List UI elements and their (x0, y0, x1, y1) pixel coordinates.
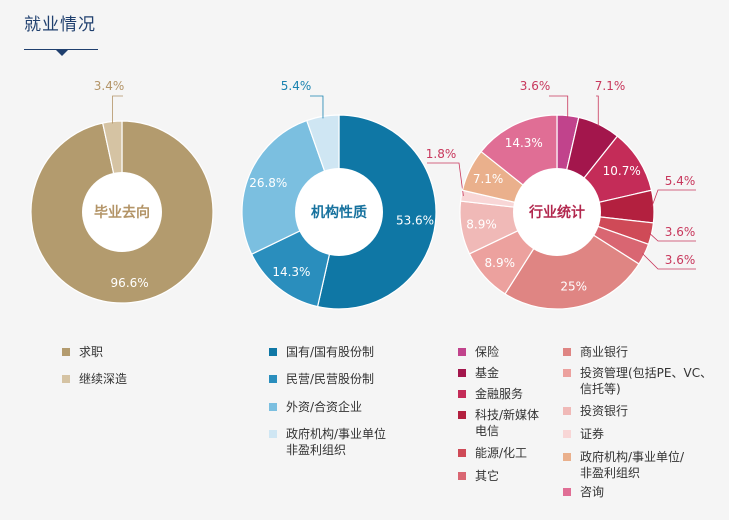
legend-swatch (269, 375, 277, 383)
leader-line (112, 95, 123, 124)
legend-item: 咨询 (563, 484, 604, 500)
legend-item: 求职 (62, 344, 103, 360)
legend-label: 外资/合资企业 (286, 400, 363, 414)
legend-swatch (563, 488, 571, 496)
legend-label: 保险 (475, 345, 500, 359)
legend-swatch (62, 375, 70, 383)
legend-item: 商业银行 (563, 344, 628, 360)
slice-label: 96.6% (111, 276, 149, 290)
slice-label: 5.4% (281, 79, 312, 93)
caret-down-icon (56, 50, 68, 56)
legend-swatch (458, 411, 466, 419)
legend-swatch (458, 369, 466, 377)
slice-label: 5.4% (665, 174, 696, 188)
legend-label: 咨询 (580, 485, 605, 499)
donut-chart-3: 3.6% 7.1% 10.7% 5.4% 3.6% 3.6% 25% 8.9% 8.9% 1.8%… (426, 79, 696, 310)
title-underline (24, 49, 98, 50)
slice-label: 8.9% (466, 218, 497, 232)
slice-label: 3.6% (520, 79, 551, 93)
legend-item: 继续深造 (62, 371, 127, 387)
legend-item: 基金 (458, 365, 499, 381)
legend-item: 外资/合资企业 (269, 399, 362, 415)
slice-label: 10.7% (603, 164, 641, 178)
legend-swatch (563, 453, 571, 461)
slice-label: 1.8% (426, 147, 457, 161)
leader-line (549, 95, 569, 118)
legend-item: 保险 (458, 344, 499, 360)
legend-swatch (62, 348, 70, 356)
legend-label: 求职 (79, 345, 104, 359)
leader-line (596, 95, 599, 127)
legend-label: 其它 (475, 469, 500, 483)
legend-label: 投资管理(包括PE、VC、 信托等) (580, 366, 713, 396)
legend-label: 政府机构/事业单位 非盈利组织 (286, 427, 387, 457)
legend-label: 证券 (580, 427, 605, 441)
legend-item: 金融服务 (458, 386, 523, 402)
legend-label: 民营/民营股份制 (286, 372, 375, 386)
legend-swatch (563, 348, 571, 356)
legend-item: 投资管理(包括PE、VC、 信托等) (563, 365, 712, 397)
legend-label: 政府机构/事业单位/非盈利组织 (580, 450, 685, 480)
center-label: 毕业去向 (94, 204, 150, 221)
legend-label: 基金 (475, 366, 500, 380)
donut-hole (82, 172, 162, 252)
legend-swatch (269, 430, 277, 438)
legend-item: 能源/化工 (458, 445, 527, 461)
slice-label: 7.1% (595, 79, 626, 93)
slice-label: 25% (560, 280, 587, 294)
legend-swatch (563, 430, 571, 438)
legend-label: 投资银行 (580, 404, 629, 418)
leader-line (427, 162, 464, 197)
donut-chart-2: 53.6% 14.3% 26.8% 5.4% 机构性质 (241, 79, 437, 310)
slice-label: 14.3% (272, 265, 310, 279)
leader-line (651, 189, 696, 207)
legend-item: 其它 (458, 468, 499, 484)
legend-item: 政府机构/事业单位 非盈利组织 (269, 426, 386, 458)
legend-label: 国有/国有股份制 (286, 345, 375, 359)
legend-label: 金融服务 (475, 387, 524, 401)
legend-item: 证券 (563, 426, 604, 442)
legend-swatch (458, 472, 466, 480)
slice-label: 14.3% (505, 136, 543, 150)
legend-item: 科技/新媒体 电信 (458, 407, 539, 439)
legend-item: 国有/国有股份制 (269, 344, 374, 360)
legend-item: 政府机构/事业单位/非盈利组织 (563, 449, 684, 481)
legend-label: 能源/化工 (475, 446, 528, 460)
legend-swatch (458, 390, 466, 398)
legend-label: 继续深造 (79, 372, 128, 386)
legend-label: 科技/新媒体 电信 (475, 408, 540, 438)
legend-swatch (458, 348, 466, 356)
leader-line (642, 253, 696, 270)
slice-label: 8.9% (485, 256, 516, 270)
leader-line (649, 233, 696, 242)
center-label: 行业统计 (528, 204, 585, 221)
legend-label: 商业银行 (580, 345, 629, 359)
donut-hole (295, 168, 383, 256)
slice-label: 3.6% (665, 225, 696, 239)
legend-swatch (458, 449, 466, 457)
slice-label: 26.8% (249, 176, 287, 190)
donut-hole (513, 168, 601, 256)
legend-swatch (563, 407, 571, 415)
slice-label: 7.1% (473, 172, 504, 186)
leader-line (310, 95, 324, 119)
slice-label: 53.6% (396, 214, 434, 228)
legend-swatch (269, 348, 277, 356)
legend-swatch (563, 369, 571, 377)
center-label: 机构性质 (311, 204, 367, 221)
slice-label: 3.6% (665, 253, 696, 267)
pie-slice (504, 211, 640, 310)
legend-swatch (269, 403, 277, 411)
page-title: 就业情况 (24, 15, 96, 35)
donut-chart-1: 96.6% 3.4% 毕业去向 (30, 79, 214, 304)
slice-label: 3.4% (94, 79, 125, 93)
legend-item: 民营/民营股份制 (269, 371, 374, 387)
section-header: 就业情况 (24, 14, 104, 62)
legend-item: 投资银行 (563, 403, 628, 419)
